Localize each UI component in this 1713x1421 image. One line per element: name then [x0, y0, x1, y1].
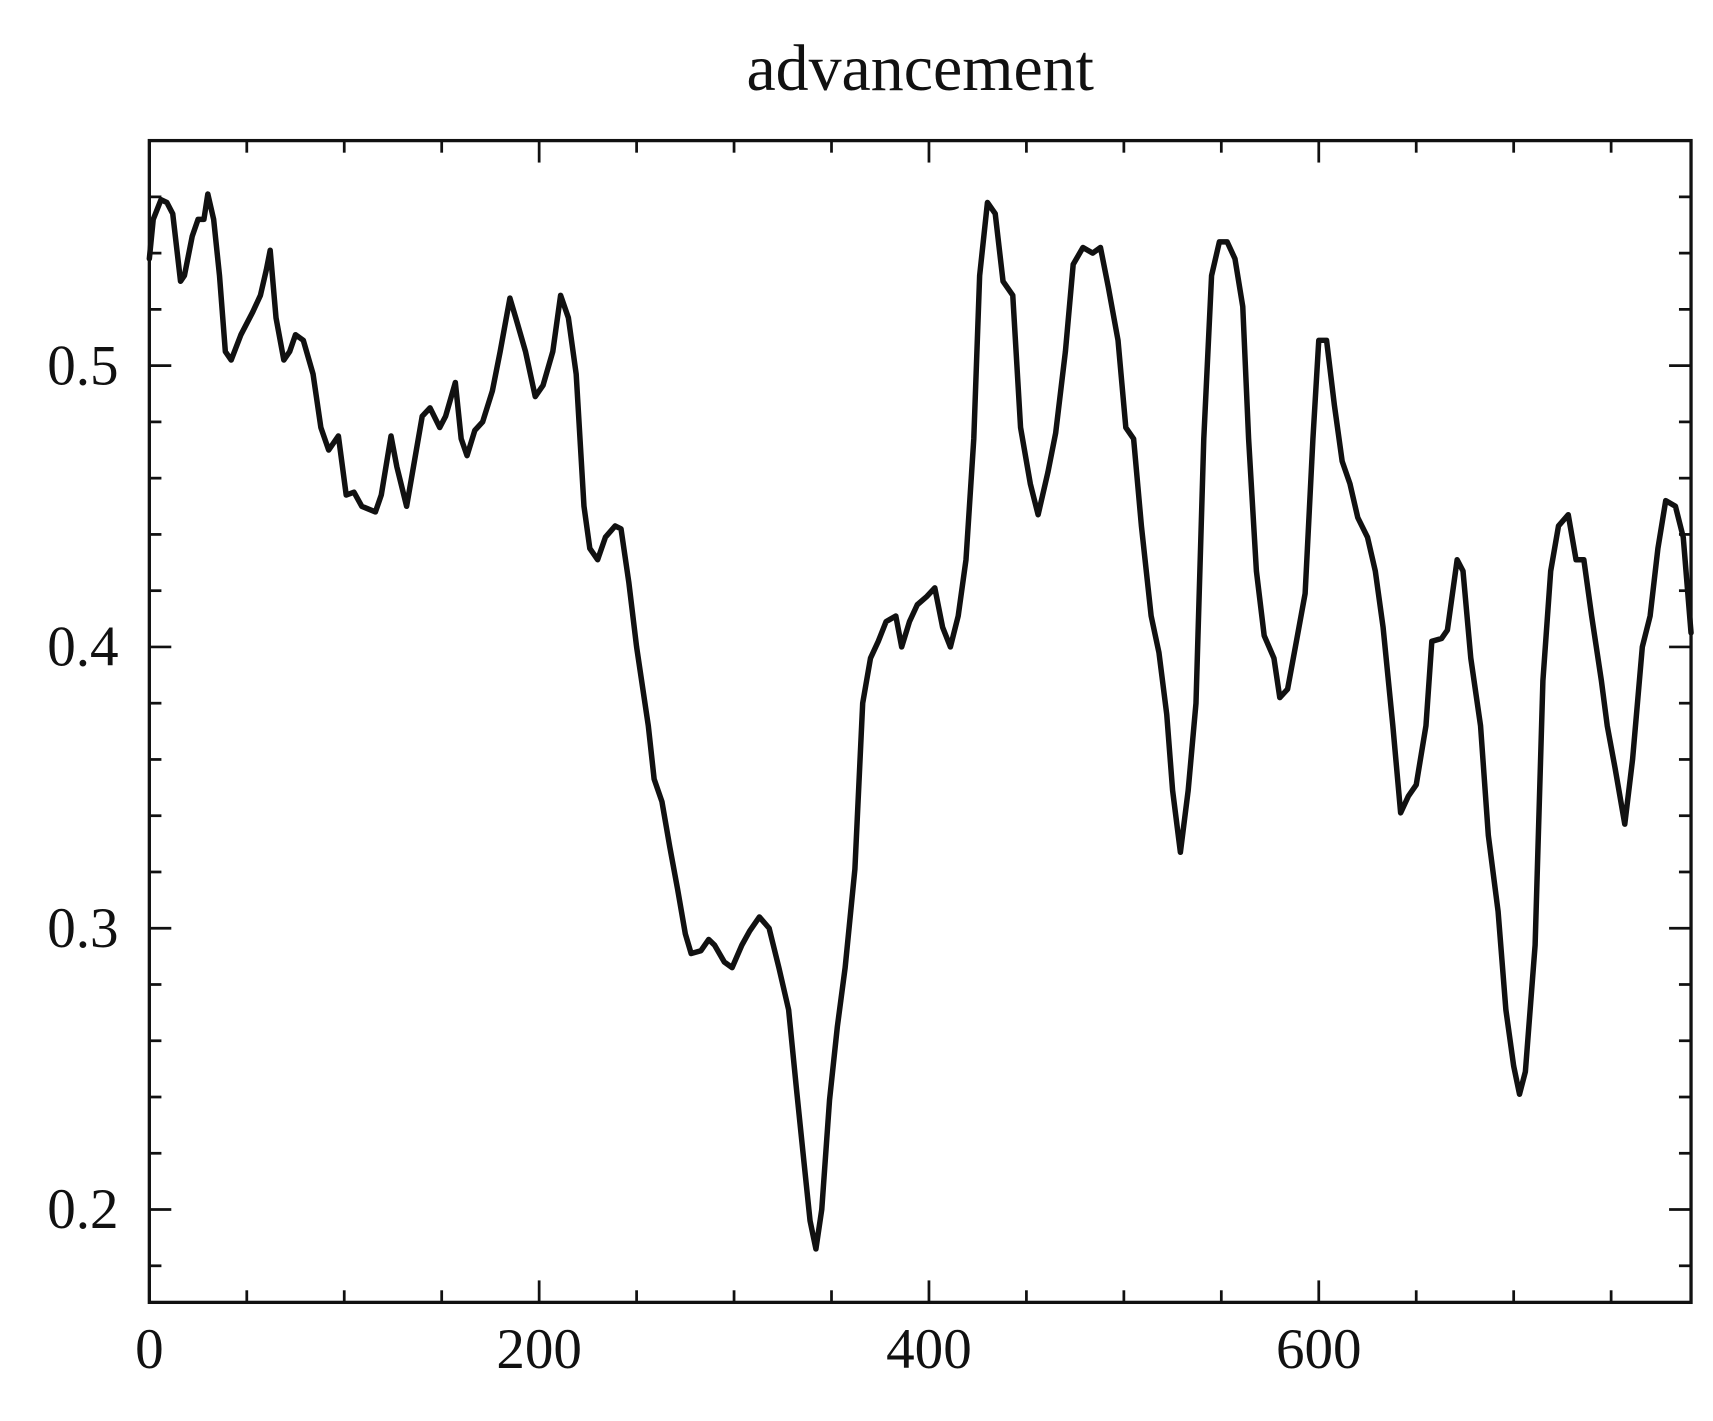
y-tick-label: 0.3 — [47, 897, 118, 960]
x-tick-label: 400 — [886, 1318, 972, 1381]
x-tick-label: 0 — [135, 1318, 164, 1381]
line — [146, 191, 1694, 1252]
y-tick-label: 0.2 — [47, 1178, 118, 1241]
chart-title: advancement — [746, 32, 1093, 105]
x-tick-label: 600 — [1276, 1318, 1362, 1381]
x-tick-label: 200 — [496, 1318, 582, 1381]
y-tick-label: 0.5 — [47, 334, 118, 397]
y-tick-label: 0.4 — [47, 616, 118, 679]
plot-frame — [147, 138, 1693, 1305]
